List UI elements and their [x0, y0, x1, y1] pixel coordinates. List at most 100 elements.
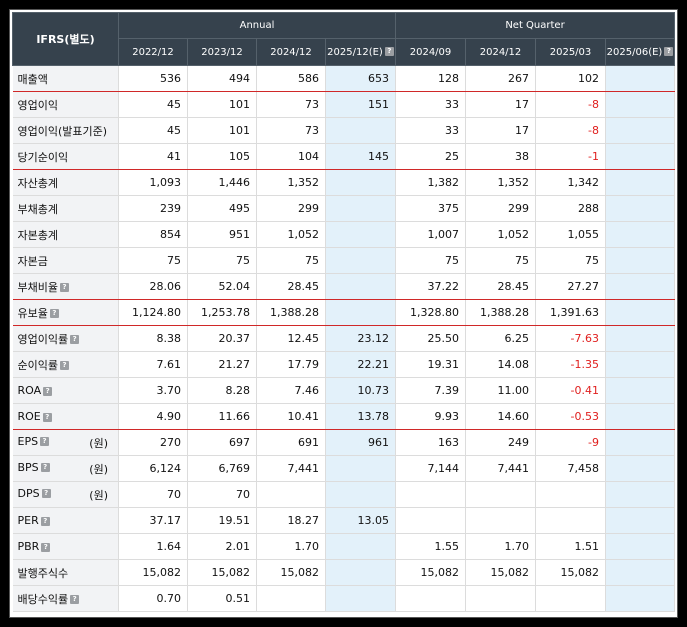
period-header: 2023/12	[187, 38, 257, 66]
row-label: ROE?	[12, 403, 119, 430]
value-cell: 6,769	[187, 455, 257, 482]
help-icon[interactable]: ?	[70, 335, 80, 344]
value-cell: 697	[187, 429, 257, 456]
value-cell: 17	[465, 117, 537, 144]
value-cell: -8	[535, 91, 607, 118]
value-cell: 9.93	[395, 403, 467, 430]
row-label-text: 부채비율	[17, 280, 58, 294]
help-icon[interactable]: ?	[42, 412, 52, 422]
help-icon[interactable]: ?	[70, 595, 80, 604]
value-cell: 1,446	[187, 169, 257, 196]
financial-summary-panel: IFRS(별도) Annual Net Quarter 2022/12 2023/…	[9, 9, 678, 618]
value-cell: 17.79	[256, 351, 326, 378]
value-cell: 17	[465, 91, 537, 118]
value-cell: 375	[395, 195, 467, 222]
value-cell: 951	[187, 221, 257, 248]
help-icon[interactable]: ?	[384, 47, 394, 56]
quarter-group-header: Net Quarter	[395, 12, 676, 39]
value-cell	[605, 91, 676, 118]
period-header: 2024/09	[395, 38, 467, 66]
value-cell	[605, 455, 676, 482]
value-cell: 1,052	[256, 221, 326, 248]
value-cell: 13.78	[325, 403, 397, 430]
help-icon[interactable]: ?	[664, 47, 674, 56]
row-label: 자본총계	[12, 221, 119, 248]
value-cell: 70	[118, 481, 188, 508]
row-label-text: 매출액	[17, 72, 48, 86]
value-cell	[605, 429, 676, 456]
value-cell	[605, 117, 676, 144]
help-icon[interactable]: ?	[40, 463, 50, 472]
table-row: 영업이익(발표기준) 45 101 73 33 17 -8	[12, 117, 676, 144]
value-cell: 45	[118, 117, 188, 144]
value-cell: 495	[187, 195, 257, 222]
value-cell: 249	[465, 429, 537, 456]
value-cell: 73	[256, 117, 326, 144]
row-label: PBR?	[12, 533, 119, 560]
help-icon[interactable]: ?	[59, 361, 69, 370]
value-cell: 11.00	[465, 377, 537, 404]
value-cell: 151	[325, 91, 397, 118]
value-cell: 25	[395, 143, 467, 170]
value-cell: 1,055	[535, 221, 607, 248]
table-row: 당기순이익 41 105 104 145 25 38 -1	[12, 143, 676, 170]
value-cell: 14.60	[465, 403, 537, 430]
help-icon[interactable]: ?	[41, 542, 51, 552]
row-label: 영업이익(발표기준)	[12, 117, 119, 144]
help-icon[interactable]: ?	[49, 309, 59, 318]
value-cell: 33	[395, 91, 467, 118]
value-cell: 6,124	[118, 455, 188, 482]
value-cell	[325, 585, 397, 612]
row-label-text: 당기순이익	[17, 150, 69, 164]
value-cell: -9	[535, 429, 607, 456]
value-cell: 163	[395, 429, 467, 456]
value-cell	[605, 325, 676, 352]
value-cell: 0.70	[118, 585, 188, 612]
ifrs-header: IFRS(별도)	[12, 12, 119, 66]
value-cell: 267	[465, 65, 537, 92]
value-cell	[395, 481, 467, 508]
value-cell	[325, 481, 397, 508]
table-row: ROE? 4.90 11.66 10.41 13.78 9.93 14.60 -0.53	[12, 403, 676, 430]
row-label-text: PBR	[17, 540, 40, 553]
value-cell	[605, 221, 676, 248]
value-cell: 7,441	[256, 455, 326, 482]
period-header: 2025/03	[535, 38, 607, 66]
value-cell: 11.66	[187, 403, 257, 430]
table-row: 영업이익 45 101 73 151 33 17 -8	[12, 91, 676, 118]
help-icon[interactable]: ?	[43, 386, 53, 396]
value-cell: 75	[187, 247, 257, 274]
value-cell: 270	[118, 429, 188, 456]
help-icon[interactable]: ?	[59, 283, 69, 292]
help-icon[interactable]: ?	[40, 516, 50, 526]
value-cell: 37.17	[118, 507, 188, 534]
period-label: 2025/12(E)	[327, 46, 383, 58]
value-cell	[465, 481, 537, 508]
value-cell: 101	[187, 91, 257, 118]
financial-summary-table: IFRS(별도) Annual Net Quarter 2022/12 2023/…	[12, 12, 676, 612]
value-cell: 1.70	[256, 533, 326, 560]
value-cell	[605, 195, 676, 222]
value-cell: 7.61	[118, 351, 188, 378]
table-row: 발행주식수 15,082 15,082 15,082 15,082 15,082 15,08…	[12, 559, 676, 586]
value-cell: 15,082	[465, 559, 537, 586]
value-cell: 75	[256, 247, 326, 274]
value-cell	[605, 299, 676, 326]
value-cell	[325, 559, 397, 586]
value-cell: 1.64	[118, 533, 188, 560]
value-cell: 1,388.28	[465, 299, 537, 326]
help-icon[interactable]: ?	[40, 437, 50, 446]
row-label-text: BPS	[17, 460, 39, 474]
table-row: 자본금 75 75 75 75 75 75	[12, 247, 676, 274]
value-cell: 299	[465, 195, 537, 222]
row-label: 자산총계	[12, 169, 119, 196]
value-cell: 19.51	[187, 507, 257, 534]
value-cell: 8.28	[187, 377, 257, 404]
value-cell: 536	[118, 65, 188, 92]
help-icon[interactable]: ?	[41, 489, 51, 498]
value-cell: 1,007	[395, 221, 467, 248]
value-cell	[395, 585, 467, 612]
period-header: 2025/06(E)?	[605, 38, 676, 66]
value-cell: -0.41	[535, 377, 607, 404]
row-label-text: DPS	[17, 486, 40, 500]
